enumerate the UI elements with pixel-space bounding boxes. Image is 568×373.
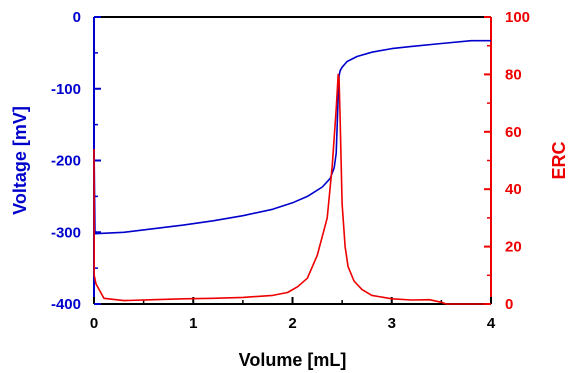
y-right-tick-label: 60 [505,124,522,141]
x-axis-title: Volume [mL] [239,350,347,370]
y-right-tick-label: 0 [505,296,513,313]
y-left-tick-label: -400 [51,296,81,313]
labels-group: 0 1 2 3 40-100-200-300-400100806040200Volume… [10,9,568,370]
y-left-tick-label: -200 [51,153,81,170]
x-tick-label: 2 [288,315,296,332]
y-left-tick-label: 0 [73,9,81,26]
y-left-tick-label: -300 [51,224,81,241]
y-left-tick-label: -100 [51,81,81,98]
x-tick-label: 1 [189,315,197,332]
x-tick-label: 3 [388,315,396,332]
erc-series-line [93,73,491,305]
voltage-series-line [93,24,491,235]
y-right-tick-label: 20 [505,239,522,256]
y-right-axis-title: ERC [549,141,568,179]
y-right-tick-label: 100 [505,9,530,26]
y-left-axis-title: Voltage [mV] [10,106,30,215]
y-right-tick-label: 80 [505,66,522,83]
x-tick-label: 0 [90,315,98,332]
series-layer [93,24,491,305]
x-tick-label: 4 [487,315,496,332]
axes-group [93,16,492,305]
y-right-tick-label: 40 [505,181,522,198]
